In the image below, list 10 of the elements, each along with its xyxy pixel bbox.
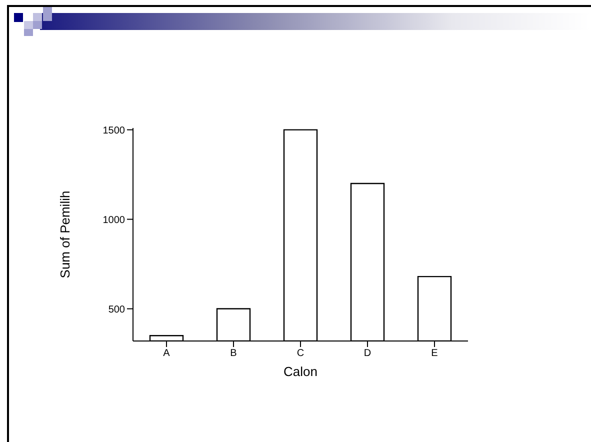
- x-axis-title: Calon: [284, 364, 318, 380]
- x-tick-label: A: [163, 348, 170, 360]
- x-tick-label: C: [296, 348, 304, 360]
- y-axis-title: Sum of Pemilih: [58, 190, 73, 278]
- y-tick-label: 1000: [102, 214, 126, 226]
- x-tick-label: B: [230, 348, 238, 360]
- y-tick-label: 1500: [102, 125, 126, 136]
- x-tick-label: E: [431, 348, 438, 360]
- x-tick-label: D: [364, 348, 372, 360]
- y-tick-label: 500: [108, 304, 126, 316]
